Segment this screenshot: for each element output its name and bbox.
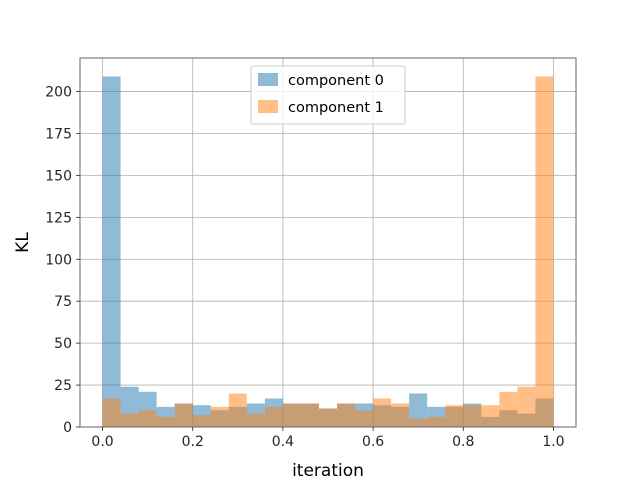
bar-component-1-bin-6	[210, 406, 229, 427]
legend-swatch-component-1	[258, 100, 278, 113]
bar-component-0-bin-0	[102, 76, 121, 427]
bar-component-1-bin-8	[246, 413, 265, 427]
y-tick-label-1: 25	[54, 378, 72, 394]
bar-component-1-bin-7	[228, 393, 247, 427]
bar-component-1-bin-3	[156, 416, 175, 427]
legend-box	[250, 65, 406, 125]
legend-swatch-component-0	[258, 73, 278, 86]
y-tick-label-7: 175	[45, 126, 72, 142]
bar-component-1-bin-21	[481, 405, 500, 427]
legend-label-component-0: component 0	[288, 73, 384, 89]
bar-component-1-bin-19	[445, 405, 464, 427]
y-axis-label: KL	[13, 232, 33, 253]
bar-component-1-bin-17	[409, 418, 428, 427]
bar-component-1-bin-23	[517, 386, 536, 427]
x-tick-label-4: 0.8	[452, 434, 474, 450]
bar-component-1-bin-15	[373, 398, 392, 427]
bar-component-1-bin-2	[138, 410, 157, 427]
bar-component-1-bin-0	[102, 398, 121, 427]
axis-ticks: 0.0 0.2 0.4 0.6 0.8 1.0 0 25 50 75 100 125 150 175 200	[45, 85, 564, 450]
y-tick-label-5: 125	[45, 210, 72, 226]
bar-component-1-bin-9	[264, 406, 283, 427]
y-tick-label-2: 50	[54, 336, 72, 352]
x-axis-label: iteration	[292, 461, 364, 480]
bar-component-1-bin-11	[300, 403, 319, 427]
bar-component-1-bin-14	[355, 410, 374, 427]
bar-component-1-bin-10	[282, 403, 301, 427]
bar-component-1-bin-22	[499, 391, 518, 427]
y-tick-label-3: 75	[54, 294, 72, 310]
x-tick-label-5: 1.0	[542, 434, 564, 450]
bar-component-1-bin-4	[174, 403, 193, 427]
bars	[102, 76, 554, 427]
x-tick-label-1: 0.2	[182, 434, 204, 450]
bar-component-1-bin-1	[120, 413, 139, 427]
bar-component-1-bin-12	[318, 408, 338, 427]
y-tick-label-6: 150	[45, 168, 72, 184]
x-tick-label-2: 0.4	[272, 434, 294, 450]
bar-component-1-bin-5	[192, 415, 211, 427]
y-tick-label-8: 200	[45, 85, 72, 101]
bar-component-1-bin-24	[535, 76, 554, 427]
bar-component-1-bin-13	[337, 403, 356, 427]
plot-frame	[79, 57, 577, 428]
legend: component 0 component 1	[250, 65, 406, 125]
bar-component-1-bin-16	[391, 403, 410, 427]
x-tick-label-0: 0.0	[91, 434, 113, 450]
legend-label-component-1: component 1	[288, 100, 384, 116]
y-tick-label-4: 100	[45, 252, 72, 268]
x-tick-label-3: 0.6	[362, 434, 384, 450]
bar-component-1-bin-18	[427, 416, 446, 427]
bar-component-1-bin-20	[463, 405, 482, 427]
y-tick-label-0: 0	[63, 420, 72, 436]
